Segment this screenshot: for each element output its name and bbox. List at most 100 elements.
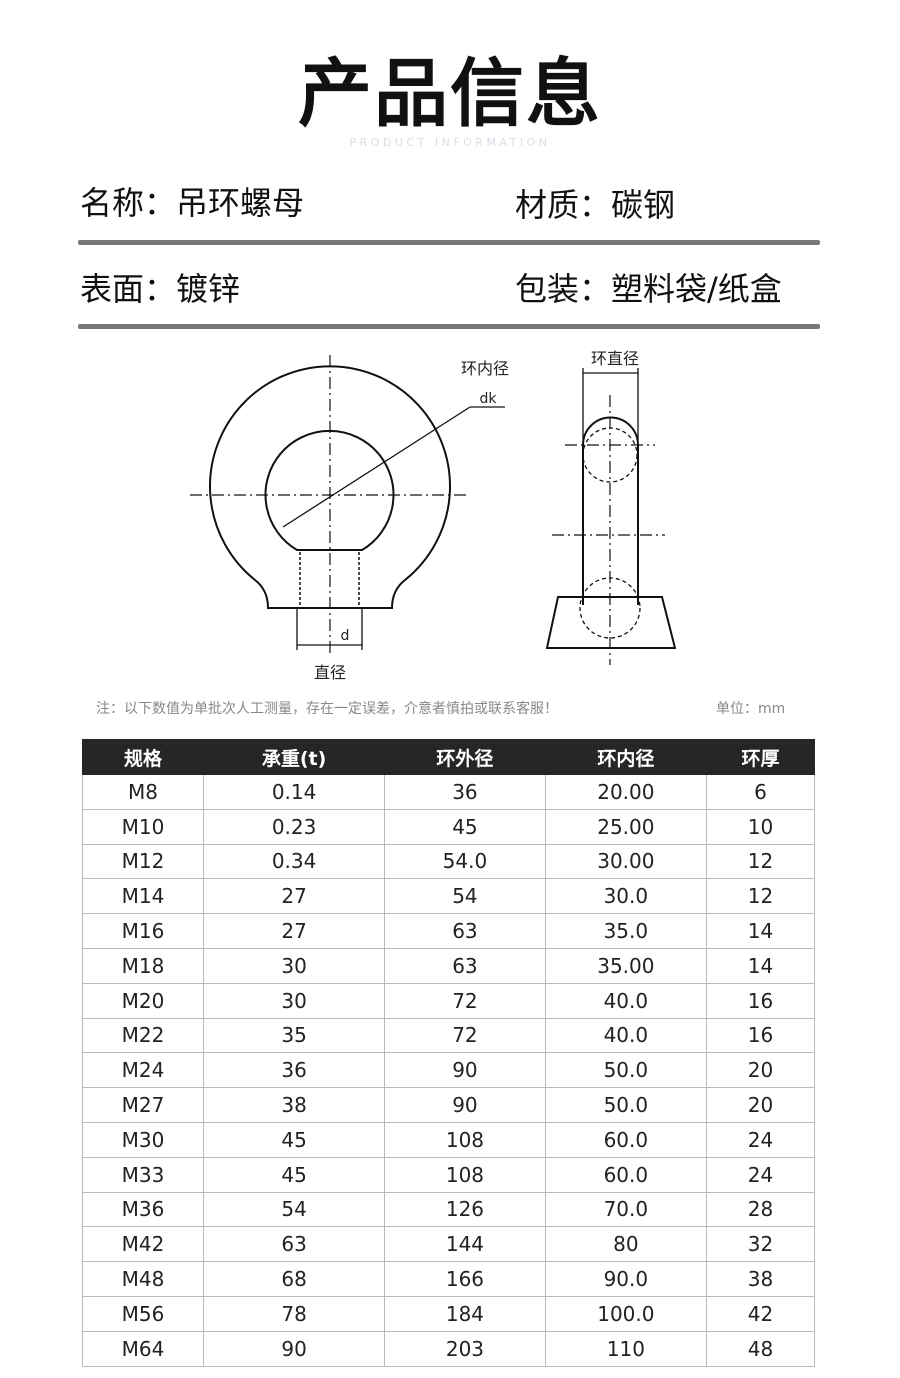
table-cell: 12 bbox=[705, 878, 816, 915]
table-cell: 30 bbox=[202, 982, 386, 1019]
eye-nut-diagram: 环内径 dk d 直径 环直径 bbox=[190, 349, 677, 682]
table-cell: 0.23 bbox=[202, 808, 386, 845]
table-cell: 110 bbox=[544, 1330, 707, 1367]
unit-label: 单位：mm bbox=[716, 701, 786, 717]
table-row: M24 36 90 50.0 20 bbox=[82, 1052, 816, 1089]
measurement-note: 注：以下数值为单批次人工测量，存在一定误差，介意者慎拍或联系客服！ bbox=[96, 701, 558, 717]
table-cell: M24 bbox=[82, 1052, 204, 1089]
table-cell: 203 bbox=[384, 1330, 546, 1367]
table-cell: 80 bbox=[544, 1226, 707, 1263]
table-cell: M27 bbox=[82, 1087, 204, 1123]
table-cell: 70.0 bbox=[544, 1191, 707, 1228]
table-cell: 0.34 bbox=[202, 843, 386, 880]
table-row: M56 78 184 100.0 42 bbox=[82, 1295, 816, 1332]
table-cell: 20.00 bbox=[544, 774, 707, 810]
table-cell: M18 bbox=[82, 947, 204, 984]
table-cell: 30.0 bbox=[544, 878, 707, 915]
table-cell: 45 bbox=[384, 808, 546, 845]
table-cell: 14 bbox=[705, 947, 816, 984]
product-material: 材质：碳钢 bbox=[515, 186, 676, 224]
table-row: M42 63 144 80 32 bbox=[82, 1226, 816, 1263]
table-cell: 108 bbox=[384, 1121, 546, 1158]
table-row: M12 0.34 54.0 30.00 12 bbox=[82, 843, 816, 880]
ring-diameter-label: 环直径 bbox=[591, 349, 639, 368]
table-cell: 144 bbox=[384, 1226, 546, 1263]
table-cell: 24 bbox=[705, 1121, 816, 1158]
table-cell: 12 bbox=[705, 843, 816, 880]
inner-diameter-label: 环内径 bbox=[461, 359, 509, 378]
table-cell: 38 bbox=[202, 1087, 386, 1123]
front-view: 环内径 dk d 直径 bbox=[190, 355, 509, 682]
table-row: M10 0.23 45 25.00 10 bbox=[82, 808, 816, 845]
col-header: 承重(t) bbox=[202, 739, 386, 775]
page-subtitle: PRODUCT INFORMATION bbox=[349, 136, 551, 149]
table-cell: 28 bbox=[705, 1191, 816, 1228]
table-cell: 126 bbox=[384, 1191, 546, 1228]
table-cell: 50.0 bbox=[544, 1052, 707, 1089]
table-cell: 63 bbox=[202, 1226, 386, 1263]
divider bbox=[78, 324, 820, 329]
table-cell: 35.0 bbox=[544, 913, 707, 949]
table-cell: 90 bbox=[384, 1087, 546, 1123]
table-cell: 54.0 bbox=[384, 843, 546, 880]
table-cell: 60.0 bbox=[544, 1121, 707, 1158]
table-cell: 72 bbox=[384, 982, 546, 1019]
dk-label: dk bbox=[480, 391, 498, 407]
table-cell: 184 bbox=[384, 1295, 546, 1332]
table-cell: 40.0 bbox=[544, 982, 707, 1019]
table-cell: 6 bbox=[705, 774, 816, 810]
table-row: M20 30 72 40.0 16 bbox=[82, 982, 816, 1019]
table-cell: 27 bbox=[202, 878, 386, 915]
table-cell: 90.0 bbox=[544, 1261, 707, 1297]
col-header: 环外径 bbox=[384, 739, 546, 775]
table-cell: M56 bbox=[82, 1295, 204, 1332]
table-cell: 14 bbox=[705, 913, 816, 949]
table-cell: 63 bbox=[384, 947, 546, 984]
table-cell: 20 bbox=[705, 1052, 816, 1089]
table-cell: 54 bbox=[384, 878, 546, 915]
table-cell: 108 bbox=[384, 1156, 546, 1193]
table-cell: 100.0 bbox=[544, 1295, 707, 1332]
col-header: 环内径 bbox=[544, 739, 707, 775]
table-cell: 60.0 bbox=[544, 1156, 707, 1193]
table-cell: M42 bbox=[82, 1226, 204, 1263]
table-row: M27 38 90 50.0 20 bbox=[82, 1087, 816, 1123]
table-cell: 20 bbox=[705, 1087, 816, 1123]
table-cell: 48 bbox=[705, 1330, 816, 1367]
table-cell: 78 bbox=[202, 1295, 386, 1332]
table-row: M48 68 166 90.0 38 bbox=[82, 1261, 816, 1297]
table-cell: 63 bbox=[384, 913, 546, 949]
table-cell: M16 bbox=[82, 913, 204, 949]
table-cell: 68 bbox=[202, 1261, 386, 1297]
table-cell: 35.00 bbox=[544, 947, 707, 984]
table-row: M14 27 54 30.0 12 bbox=[82, 878, 816, 915]
table-cell: M20 bbox=[82, 982, 204, 1019]
table-cell: 45 bbox=[202, 1156, 386, 1193]
table-cell: M64 bbox=[82, 1330, 204, 1367]
table-cell: 32 bbox=[705, 1226, 816, 1263]
table-cell: M30 bbox=[82, 1121, 204, 1158]
diameter-label: 直径 bbox=[314, 663, 346, 682]
table-cell: 30.00 bbox=[544, 843, 707, 880]
table-row: M8 0.14 36 20.00 6 bbox=[82, 774, 816, 810]
table-cell: 36 bbox=[202, 1052, 386, 1089]
table-cell: M8 bbox=[82, 774, 204, 810]
product-name: 名称：吊环螺母 bbox=[80, 184, 305, 222]
table-cell: 54 bbox=[202, 1191, 386, 1228]
table-cell: 10 bbox=[705, 808, 816, 845]
divider bbox=[78, 240, 820, 245]
table-cell: 0.14 bbox=[202, 774, 386, 810]
table-row: M33 45 108 60.0 24 bbox=[82, 1156, 816, 1193]
table-cell: 166 bbox=[384, 1261, 546, 1297]
table-cell: 25.00 bbox=[544, 808, 707, 845]
table-row: M18 30 63 35.00 14 bbox=[82, 947, 816, 984]
table-cell: 50.0 bbox=[544, 1087, 707, 1123]
table-row: M30 45 108 60.0 24 bbox=[82, 1121, 816, 1158]
table-cell: 16 bbox=[705, 982, 816, 1019]
table-cell: M14 bbox=[82, 878, 204, 915]
table-header: 规格 承重(t) 环外径 环内径 环厚 bbox=[82, 739, 816, 775]
table-row: M64 90 203 110 48 bbox=[82, 1330, 816, 1367]
table-cell: 38 bbox=[705, 1261, 816, 1297]
table-cell: M33 bbox=[82, 1156, 204, 1193]
d-label: d bbox=[341, 628, 350, 644]
